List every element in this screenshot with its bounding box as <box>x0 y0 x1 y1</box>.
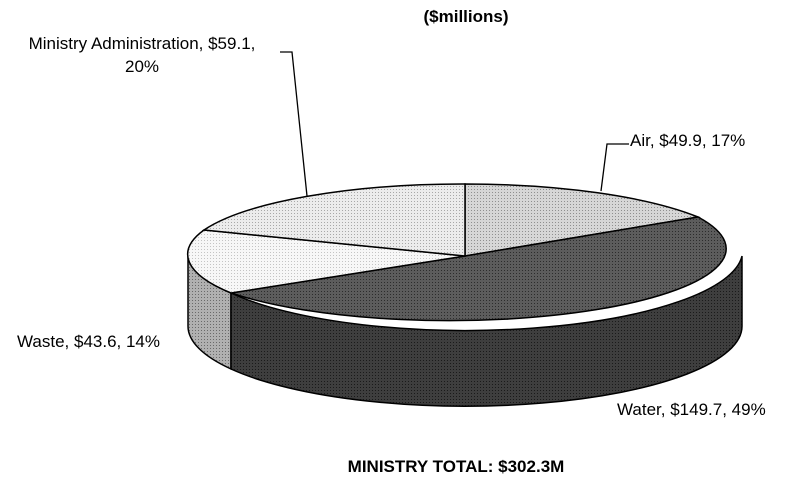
ministry-total: MINISTRY TOTAL: $302.3M <box>348 457 565 476</box>
pie-slice-ministry-administration <box>201 183 466 257</box>
pie-slice-air <box>464 183 701 257</box>
label-air: Air, $49.9, 17% <box>630 131 745 150</box>
label-ministry-administration-line1: Ministry Administration, $59.1, <box>29 34 256 53</box>
pie-side-water <box>230 255 743 407</box>
label-ministry-administration-line2: 20% <box>125 57 159 76</box>
leader-line-air <box>600 143 629 192</box>
pie-slice-waste <box>186 229 466 294</box>
label-waste: Waste, $43.6, 14% <box>17 332 160 351</box>
leader-line-ministry-administration <box>280 51 308 197</box>
label-water: Water, $149.7, 49% <box>617 400 766 419</box>
pie-slice-water <box>230 216 727 322</box>
chart-title: ($millions) <box>423 7 508 26</box>
